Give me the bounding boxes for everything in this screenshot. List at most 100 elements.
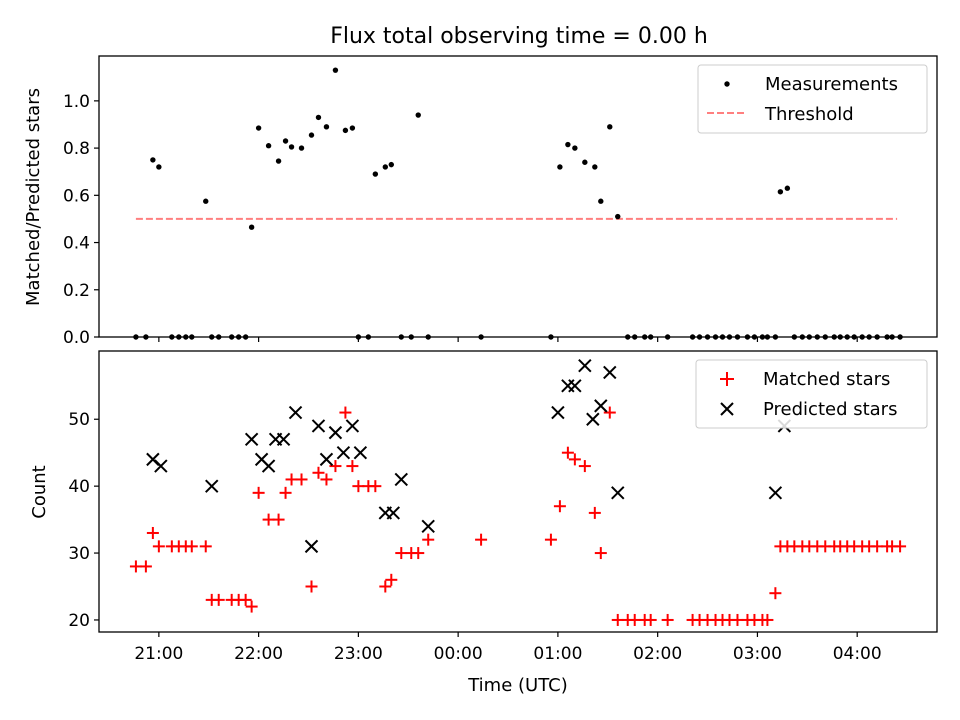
- matched-point: [578, 460, 591, 473]
- matched-point: [279, 486, 292, 499]
- predicted-point: [345, 419, 360, 433]
- matched-point: [329, 460, 342, 473]
- predicted-point: [336, 445, 351, 460]
- predicted-point: [261, 459, 276, 473]
- measurement-point: [156, 164, 162, 170]
- matched-point: [212, 593, 225, 606]
- predicted-point: [578, 359, 592, 373]
- matched-point: [379, 580, 392, 593]
- measurement-point: [150, 157, 156, 163]
- matched-point: [544, 533, 557, 546]
- matched-point: [561, 446, 574, 459]
- matched-point: [245, 600, 258, 613]
- matched-point: [305, 580, 318, 593]
- top-y-tick-label: 0.2: [63, 281, 90, 301]
- matched-point: [272, 513, 285, 526]
- matched-point: [661, 613, 674, 626]
- measurement-point: [415, 112, 421, 118]
- measurement-point: [565, 141, 571, 148]
- x-tick-label: 21:00: [134, 644, 183, 664]
- matched-point: [475, 533, 488, 546]
- matched-point: [769, 587, 782, 600]
- chart-title: Flux total observing time = 0.00 h: [330, 24, 708, 49]
- predicted-point: [594, 399, 608, 413]
- top-y-axis-label: Matched/Predicted stars: [23, 88, 44, 306]
- x-tick-label: 01:00: [533, 644, 582, 664]
- bottom-plot-area: [129, 359, 907, 626]
- measurement-point: [323, 124, 330, 130]
- top-y-tick-label: 0.8: [63, 139, 90, 159]
- legend-measurements-marker: [724, 81, 730, 87]
- predicted-point: [386, 506, 401, 520]
- legend-threshold-label: Threshold: [764, 104, 854, 125]
- measurement-point: [598, 198, 604, 204]
- measurement-point: [592, 164, 598, 170]
- measurement-point: [777, 189, 784, 195]
- matched-point: [385, 573, 398, 586]
- matched-point: [761, 613, 774, 626]
- predicted-point: [603, 365, 617, 380]
- matched-point: [185, 540, 198, 553]
- measurement-point: [308, 132, 315, 138]
- predicted-point: [551, 405, 565, 420]
- legend-matched-marker: [720, 372, 734, 386]
- measurement-point: [265, 143, 272, 149]
- top-x-ticks: [158, 337, 858, 342]
- x-axis-label: Time (UTC): [467, 675, 568, 696]
- measurement-point: [315, 114, 322, 121]
- predicted-point: [328, 425, 343, 440]
- measurement-point: [607, 124, 613, 130]
- matched-point: [139, 560, 152, 573]
- top-y-tick-label: 0.4: [63, 234, 90, 254]
- predicted-point: [319, 452, 334, 467]
- measurement-point: [784, 185, 791, 191]
- predicted-point: [394, 472, 408, 487]
- predicted-point: [586, 412, 600, 426]
- top-y-ticks: 0.0 0.2 0.4 0.6 0.8 1.0: [63, 92, 99, 348]
- bottom-axes-frame: [98, 350, 938, 633]
- measurement-point: [572, 145, 578, 151]
- legend-measurements-label: Measurements: [765, 74, 898, 95]
- matched-point: [252, 486, 265, 499]
- measurement-point: [255, 125, 262, 131]
- x-tick-label: 23:00: [334, 644, 383, 664]
- measurement-point: [275, 158, 282, 164]
- predicted-point: [304, 539, 319, 554]
- predicted-point: [311, 419, 326, 433]
- measurement-point: [298, 145, 305, 151]
- matched-point: [239, 593, 252, 606]
- matched-point: [644, 613, 657, 626]
- bottom-y-tick-label: 40: [68, 477, 90, 497]
- measurement-point: [557, 164, 563, 170]
- matched-point: [312, 466, 325, 479]
- measurement-point: [288, 144, 295, 150]
- top-legend-box: [697, 64, 928, 134]
- predicted-point: [276, 432, 291, 447]
- predicted-point: [353, 445, 368, 460]
- predicted-point: [768, 486, 783, 500]
- matched-point: [369, 480, 382, 493]
- x-tick-label: 22:00: [234, 644, 283, 664]
- measurement-point: [349, 125, 356, 131]
- x-tick-label: 00:00: [434, 644, 483, 664]
- top-panel: 0.0 0.2 0.4 0.6 0.8 1.0 Matched/Predicted sta…: [23, 55, 938, 348]
- matched-point: [346, 460, 359, 473]
- matched-point: [568, 453, 581, 466]
- top-y-tick-label: 1.0: [63, 92, 90, 112]
- measurement-point: [372, 171, 379, 177]
- x-tick-label: 02:00: [633, 644, 682, 664]
- top-y-tick-label: 0.6: [63, 186, 90, 206]
- predicted-point: [154, 459, 168, 473]
- legend-matched-label: Matched stars: [763, 369, 890, 390]
- predicted-point: [611, 486, 625, 500]
- matched-point: [320, 473, 333, 486]
- bottom-y-ticks: 20 30 40 50: [68, 410, 99, 631]
- predicted-point: [568, 379, 582, 393]
- matched-point: [199, 540, 212, 553]
- measurement-point: [382, 164, 389, 170]
- measurement-point: [388, 161, 395, 168]
- matched-point: [152, 540, 165, 553]
- measurement-point: [282, 138, 289, 144]
- predicted-point: [244, 432, 259, 447]
